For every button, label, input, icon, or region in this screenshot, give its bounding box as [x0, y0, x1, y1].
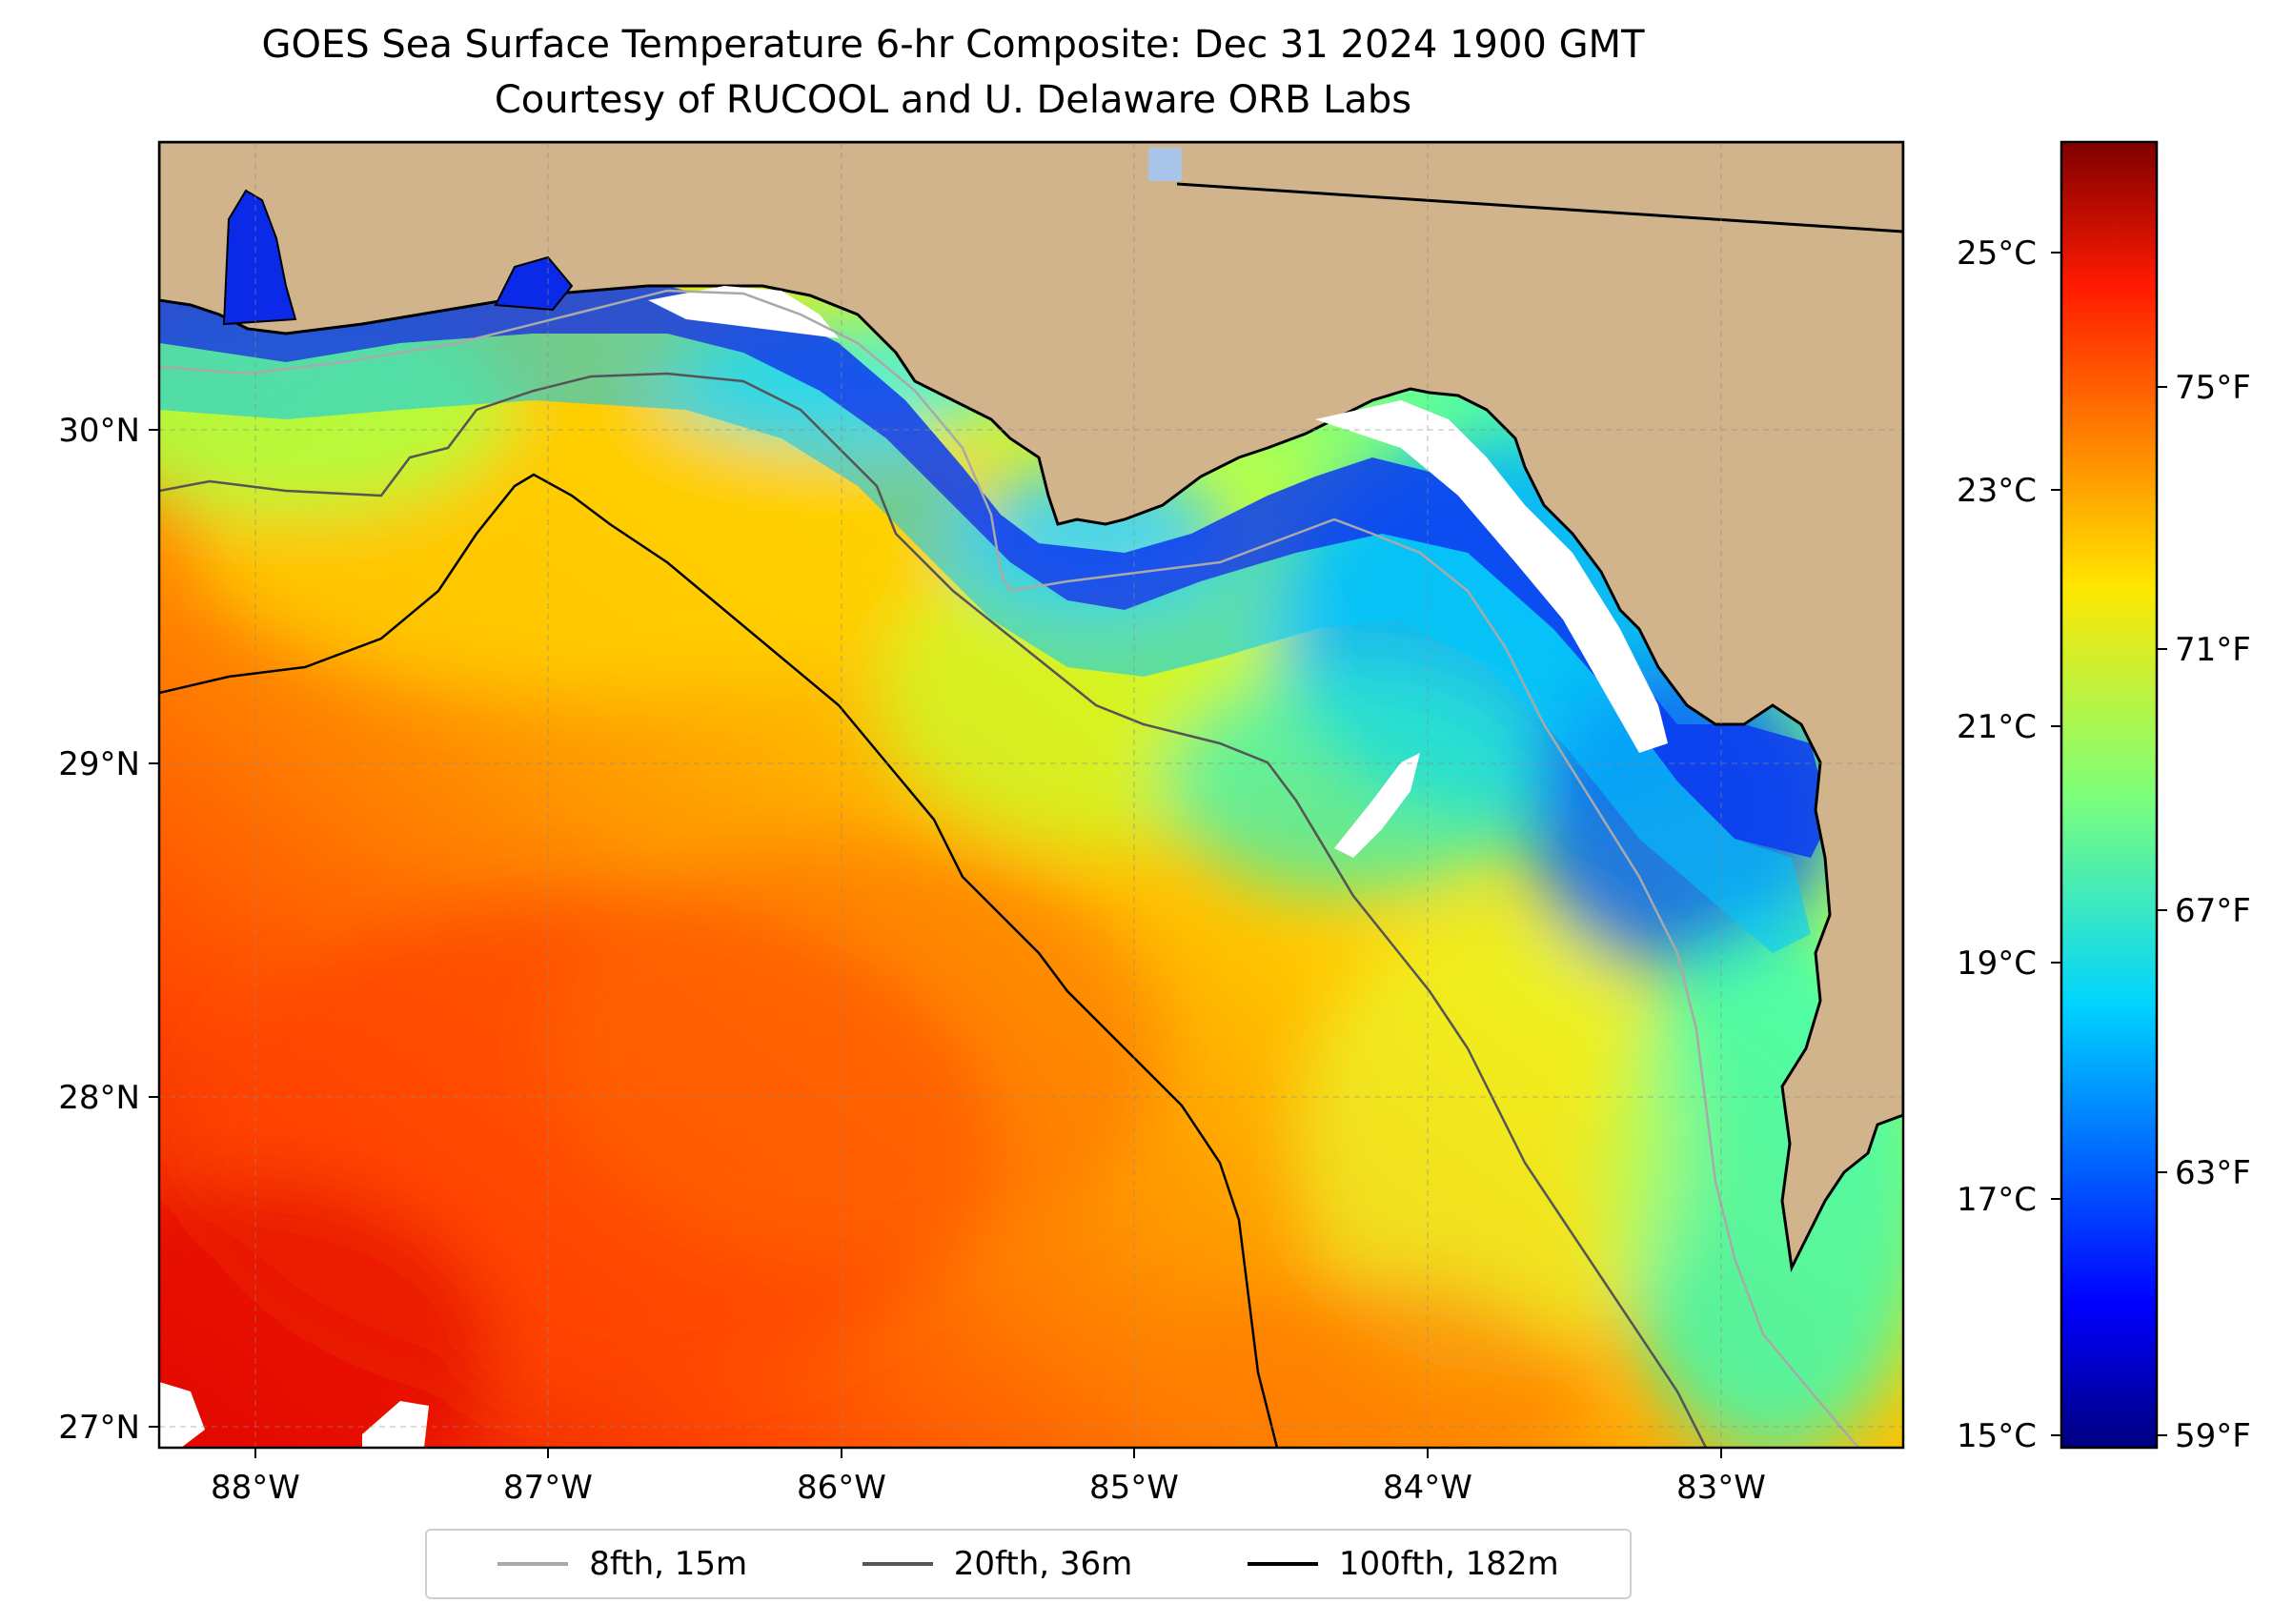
lon-tick-label: 85°W — [1089, 1469, 1179, 1507]
graticule — [159, 142, 1903, 1448]
celsius-tick-marks — [2051, 252, 2060, 1436]
legend-item-182m: 100fth, 182m — [1247, 1545, 1559, 1583]
celsius-tick-label: 19°C — [1957, 944, 2037, 983]
map-subtitle: Courtesy of RUCOOL and U. Delaware ORB L… — [494, 78, 1412, 122]
legend-label: 8fth, 15m — [589, 1545, 748, 1583]
land-mass — [159, 142, 1903, 1272]
lat-tick-label: 27°N — [58, 1409, 140, 1447]
legend-label: 100fth, 182m — [1338, 1545, 1559, 1583]
lat-tick-label: 28°N — [58, 1079, 140, 1117]
map-title: GOES Sea Surface Temperature 6-hr Compos… — [261, 23, 1645, 67]
fahrenheit-tick-label: 63°F — [2175, 1154, 2251, 1192]
celsius-tick-label: 25°C — [1957, 234, 2037, 273]
plot-frame — [157, 140, 1905, 1450]
lat-tick-marks — [149, 429, 159, 1428]
lat-tick-label: 29°N — [58, 745, 140, 783]
lat-tick-label: 30°N — [58, 412, 140, 450]
lon-tick-label: 83°W — [1676, 1469, 1766, 1507]
contour-36m — [159, 372, 1708, 1448]
cold-nearshore-band — [159, 286, 1830, 858]
lon-tick-label: 88°W — [211, 1469, 300, 1507]
fahrenheit-tick-label: 75°F — [2175, 369, 2251, 407]
legend-label: 20fth, 36m — [953, 1545, 1133, 1583]
legend-item-36m: 20fth, 36m — [862, 1545, 1133, 1583]
celsius-tick-label: 15°C — [1957, 1417, 2037, 1455]
no-data-patch — [648, 286, 839, 338]
pensacola-bay — [494, 255, 574, 312]
legend-swatch — [497, 1562, 569, 1566]
contour-15m — [159, 289, 1859, 1448]
no-data-patch-cedar-key — [1334, 753, 1420, 858]
lon-tick-label: 84°W — [1383, 1469, 1472, 1507]
fahrenheit-tick-label: 59°F — [2175, 1417, 2251, 1455]
fahrenheit-tick-marks — [2157, 386, 2167, 1436]
lon-tick-label: 86°W — [797, 1469, 886, 1507]
no-data-patch-south — [362, 1401, 429, 1448]
legend-swatch — [862, 1562, 933, 1566]
mobile-bay — [222, 189, 297, 326]
legend-item-15m: 8fth, 15m — [497, 1545, 747, 1583]
reservoir — [1148, 148, 1182, 181]
celsius-tick-label: 17°C — [1957, 1181, 2037, 1219]
state-boundary — [1176, 182, 1903, 233]
celsius-tick-label: 21°C — [1957, 708, 2037, 746]
contour-182m — [159, 473, 1279, 1448]
colorbar — [2060, 140, 2159, 1450]
lon-tick-marks — [254, 1448, 1722, 1458]
fahrenheit-tick-label: 67°F — [2175, 892, 2251, 930]
no-data-patch-sw — [159, 1382, 205, 1448]
legend-swatch — [1247, 1562, 1318, 1566]
fahrenheit-tick-label: 71°F — [2175, 631, 2251, 669]
cool-transition-band — [159, 334, 1811, 953]
lon-tick-label: 87°W — [503, 1469, 593, 1507]
contour-legend: 8fth, 15m 20fth, 36m 100fth, 182m — [425, 1529, 1632, 1599]
no-data-patch-big-bend — [1315, 400, 1668, 753]
celsius-tick-label: 23°C — [1957, 472, 2037, 510]
